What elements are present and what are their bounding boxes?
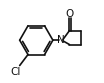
Text: O: O xyxy=(65,9,74,19)
Text: N: N xyxy=(57,35,65,45)
Text: Cl: Cl xyxy=(10,67,20,77)
